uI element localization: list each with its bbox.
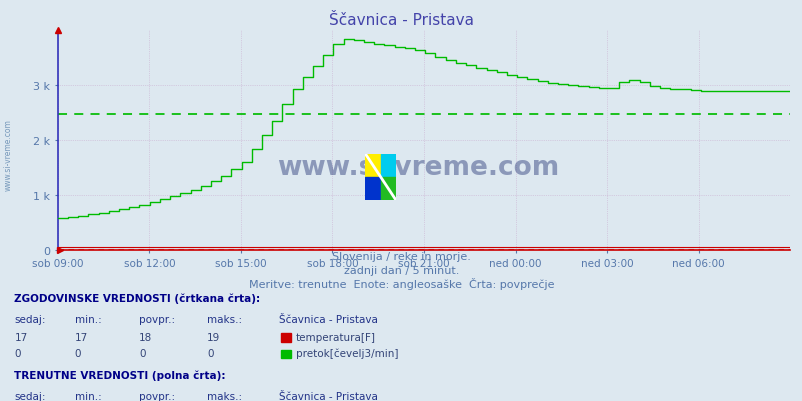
Text: povpr.:: povpr.: (139, 391, 175, 401)
Text: 0: 0 (139, 348, 145, 358)
Text: min.:: min.: (75, 391, 101, 401)
Text: sedaj:: sedaj: (14, 391, 46, 401)
Bar (380, 154, 395, 177)
Text: www.si-vreme.com: www.si-vreme.com (277, 154, 559, 180)
Text: Ščavnica - Pristava: Ščavnica - Pristava (279, 391, 378, 401)
Text: 0: 0 (75, 348, 81, 358)
Text: zadnji dan / 5 minut.: zadnji dan / 5 minut. (343, 265, 459, 275)
Text: temperatura[F]: temperatura[F] (295, 332, 375, 342)
Text: min.:: min.: (75, 314, 101, 324)
Text: ZGODOVINSKE VREDNOSTI (črtkana črta):: ZGODOVINSKE VREDNOSTI (črtkana črta): (14, 293, 261, 304)
Bar (365, 177, 380, 200)
Text: maks.:: maks.: (207, 391, 242, 401)
Text: www.si-vreme.com: www.si-vreme.com (3, 119, 13, 190)
Text: maks.:: maks.: (207, 314, 242, 324)
Text: 17: 17 (75, 332, 88, 342)
Text: 18: 18 (139, 332, 152, 342)
Bar (365, 154, 380, 177)
Text: sedaj:: sedaj: (14, 314, 46, 324)
Text: 0: 0 (207, 348, 213, 358)
Bar (380, 177, 395, 200)
Text: pretok[čevelj3/min]: pretok[čevelj3/min] (295, 348, 398, 358)
Text: Ščavnica - Pristava: Ščavnica - Pristava (279, 314, 378, 324)
Text: povpr.:: povpr.: (139, 314, 175, 324)
Text: 0: 0 (14, 348, 21, 358)
Text: Ščavnica - Pristava: Ščavnica - Pristava (329, 13, 473, 28)
Text: 17: 17 (14, 332, 28, 342)
Text: Meritve: trenutne  Enote: angleosaške  Črta: povprečje: Meritve: trenutne Enote: angleosaške Črt… (249, 277, 553, 289)
Text: 19: 19 (207, 332, 221, 342)
Text: Slovenija / reke in morje.: Slovenija / reke in morje. (332, 252, 470, 262)
Text: TRENUTNE VREDNOSTI (polna črta):: TRENUTNE VREDNOSTI (polna črta): (14, 370, 225, 381)
